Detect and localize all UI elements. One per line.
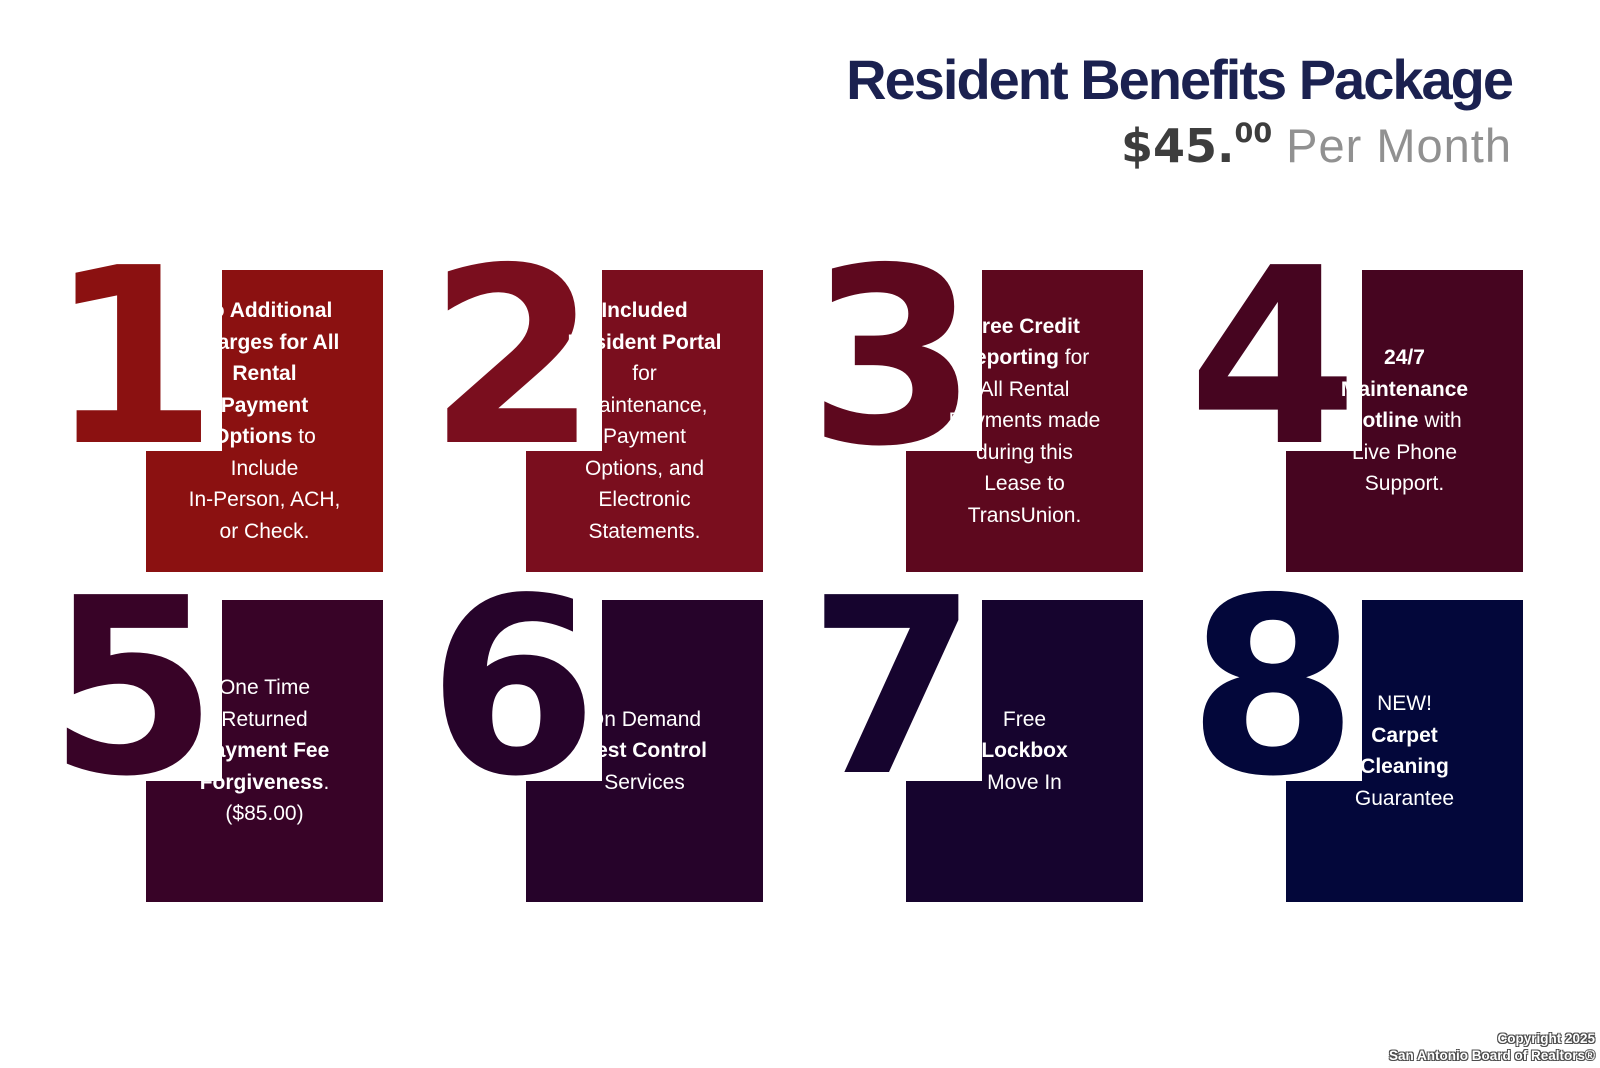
benefit-card-1: 1 No Additional Charges for All Rental Paym… — [40, 236, 420, 572]
benefit-card-4: 4 24/7 Maintenance Hotline with Live Phone S… — [1180, 236, 1560, 572]
benefit-number-2: 2 — [424, 236, 602, 480]
benefit-card-3: 3 Free Credit Reporting for All Rental Paym… — [800, 236, 1180, 572]
benefit-text-3: Free Credit Reporting for All Rental Paymen… — [948, 314, 1101, 527]
benefit-card-6: 6 On Demand Pest Control Services — [420, 566, 800, 902]
price-suffix: Per Month — [1272, 119, 1512, 172]
benefit-text-4: 24/7 Maintenance Hotline with Live Phone Sup… — [1340, 346, 1469, 496]
benefit-number-1: 1 — [44, 236, 222, 480]
benefit-card-5: 5 One Time Returned Payment Fee Forgiveness… — [40, 566, 420, 902]
benefit-number-7: 7 — [804, 566, 982, 810]
copyright-line-1: Copyright 2025 — [1497, 1031, 1595, 1047]
benefit-text-2: Included Resident Portal for Maintenance, Pa… — [567, 299, 722, 543]
benefit-text-5: One Time Returned Payment Fee Forgiveness.(… — [199, 676, 330, 826]
benefit-card-7: 7 Free Lockbox Move In — [800, 566, 1180, 902]
benefit-text-8: NEW! Carpet Cleaning Guarantee — [1354, 692, 1455, 810]
benefit-number-8: 8 — [1184, 566, 1362, 810]
benefits-grid: 1 No Additional Charges for All Rental Paym… — [40, 236, 1560, 902]
benefit-card-8: 8 NEW! Carpet Cleaning Guarantee — [1180, 566, 1560, 902]
header: Resident Benefits Package $45.00 Per Mon… — [846, 48, 1514, 174]
copyright-watermark: Copyright 2025 San Antonio Board of Real… — [1389, 1031, 1595, 1065]
benefit-text-6: On Demand Pest Control Services — [582, 707, 707, 794]
price-amount: $45. — [1121, 119, 1235, 173]
benefit-number-4: 4 — [1184, 236, 1362, 480]
benefit-text-1: No Additional Charges for All Rental Paymen… — [188, 299, 341, 543]
price-line: $45.00 Per Month — [846, 118, 1512, 173]
benefit-text-7: Free Lockbox Move In — [981, 707, 1068, 794]
page-title: Resident Benefits Package — [846, 48, 1514, 111]
benefit-number-6: 6 — [424, 566, 602, 810]
benefit-number-5: 5 — [44, 566, 222, 810]
benefit-number-3: 3 — [804, 236, 982, 480]
copyright-line-2: San Antonio Board of Realtors® — [1389, 1048, 1595, 1064]
price-cents: 00 — [1234, 118, 1273, 149]
benefit-card-2: 2 Included Resident Portal for Maintenance,… — [420, 236, 800, 572]
